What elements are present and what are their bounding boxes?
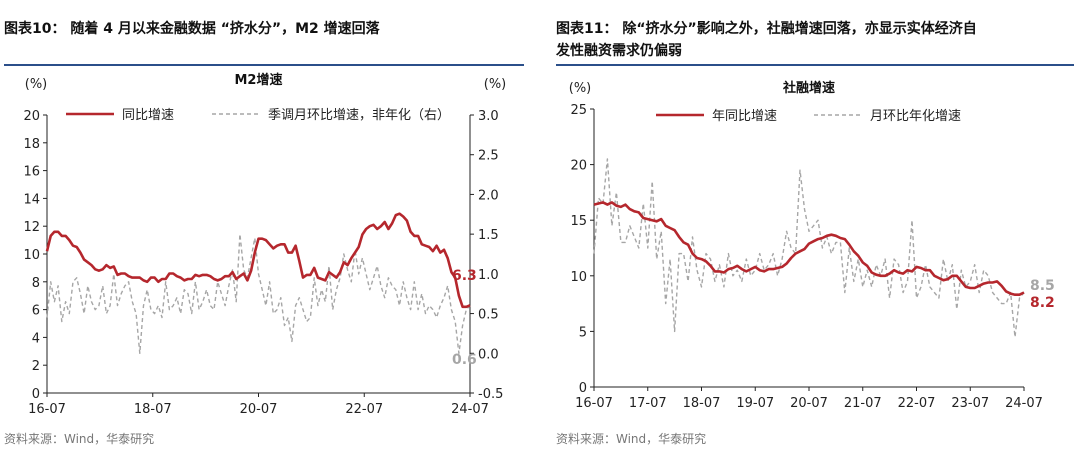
y-left-tick-label: 0 xyxy=(32,387,40,402)
y-left-tick-label: 20 xyxy=(570,159,587,174)
y-left-tick-label: 25 xyxy=(570,103,587,118)
x-tick-label: 22-07 xyxy=(898,396,936,411)
y-left-tick-label: 4 xyxy=(32,331,40,346)
x-tick-label: 17-07 xyxy=(629,396,667,411)
y-right-tick-label: 0.0 xyxy=(478,347,499,362)
legend-label-0: 同比增速 xyxy=(122,108,174,123)
y-axis-right-unit: (%) xyxy=(484,77,507,92)
y-left-tick-label: 18 xyxy=(23,137,40,152)
y-right-tick-label: 3.0 xyxy=(478,109,499,124)
right-caption-rule xyxy=(556,64,1074,66)
y-left-tick-label: 10 xyxy=(23,248,40,263)
series-line-0 xyxy=(593,201,1025,296)
y-axis-left-unit: (%) xyxy=(25,77,48,92)
chart-title: 社融增速 xyxy=(782,80,835,96)
end-value-label-0: 8.5 xyxy=(1030,278,1055,294)
y-axis-left-unit: (%) xyxy=(569,81,592,96)
x-tick-label: 19-07 xyxy=(736,396,774,411)
y-left-tick-label: 16 xyxy=(23,165,40,180)
chart-title: M2增速 xyxy=(235,72,283,88)
right-figure-caption-line2: 发性融资需求仍偏弱 xyxy=(556,43,682,59)
x-tick-label: 18-07 xyxy=(683,396,721,411)
end-value-label-1: 0.6 xyxy=(452,352,477,368)
left-figure-source: 资料来源：Wind，华泰研究 xyxy=(4,432,155,446)
y-right-tick-label: 1.5 xyxy=(478,228,499,243)
series-line-1 xyxy=(593,158,1025,338)
x-tick-label: 24-07 xyxy=(451,402,489,417)
legend-label-0: 年同比增速 xyxy=(712,109,777,124)
y-left-tick-label: 12 xyxy=(23,220,40,235)
x-tick-label: 23-07 xyxy=(951,396,989,411)
y-left-tick-label: 10 xyxy=(570,270,587,285)
left-figure-caption: 图表10： 随着 4 月以来金融数据 “挤水分”，M2 增速回落 xyxy=(4,21,380,37)
y-right-tick-label: 2.0 xyxy=(478,188,499,203)
y-left-tick-label: 2 xyxy=(32,359,40,374)
y-left-tick-label: 6 xyxy=(32,304,40,319)
y-right-tick-label: 0.5 xyxy=(478,308,499,323)
right-figure-source: 资料来源：Wind，华泰研究 xyxy=(556,432,707,446)
y-left-tick-label: 20 xyxy=(23,109,40,124)
y-right-tick-label: 2.5 xyxy=(478,149,499,164)
y-left-tick-label: 15 xyxy=(570,214,587,229)
right-figure-caption-line1: 图表11： 除“挤水分”影响之外，社融增速回落，亦显示实体经济自 xyxy=(556,21,977,37)
y-left-tick-label: 8 xyxy=(32,276,40,291)
x-tick-label: 22-07 xyxy=(345,402,383,417)
end-value-label-1: 8.2 xyxy=(1030,295,1055,311)
left-caption-rule xyxy=(4,64,524,66)
social-financing-growth-chart: 社融增速 (%) 0 5 10 15 20 25 16-07 17-07 18-07 19-07 20-… xyxy=(569,80,1055,411)
m2-growth-chart: M2增速 (%) (%) 0 2 4 6 8 10 12 14 16 18 20 -0.5 0.0 0.5 1.0… xyxy=(23,72,507,417)
x-tick-label: 20-07 xyxy=(240,402,278,417)
legend-label-1: 季调月环比增速，非年化（右） xyxy=(268,108,450,123)
x-tick-label: 16-07 xyxy=(28,402,66,417)
y-right-tick-label: 1.0 xyxy=(478,268,499,283)
series-line-0 xyxy=(45,212,471,309)
legend-label-1: 月环比年化增速 xyxy=(870,109,961,124)
x-tick-label: 20-07 xyxy=(790,396,828,411)
x-tick-label: 24-07 xyxy=(1005,396,1043,411)
y-left-tick-label: 5 xyxy=(579,325,587,340)
y-left-tick-label: 0 xyxy=(579,381,587,396)
y-left-tick-label: 14 xyxy=(23,192,40,207)
x-tick-label: 16-07 xyxy=(575,396,613,411)
series-line-1 xyxy=(46,233,471,354)
end-value-label-0: 6.3 xyxy=(452,268,477,284)
y-right-tick-label: -0.5 xyxy=(478,387,503,402)
x-tick-label: 21-07 xyxy=(844,396,882,411)
x-tick-label: 18-07 xyxy=(134,402,172,417)
